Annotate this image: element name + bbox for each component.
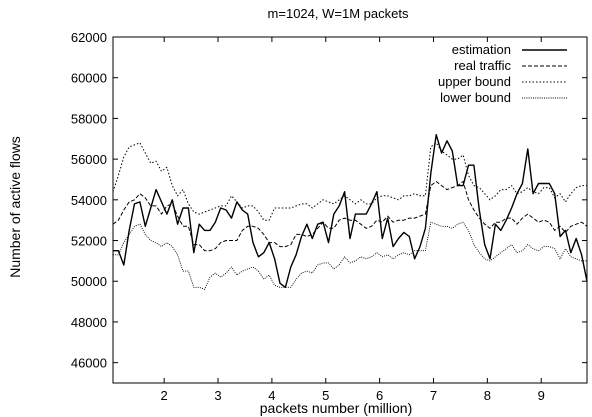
y-tick-label: 62000 <box>71 30 107 45</box>
chart-title: m=1024, W=1M packets <box>268 6 409 21</box>
x-tick-label: 2 <box>161 388 168 403</box>
y-tick-label: 48000 <box>71 315 107 330</box>
series-line-upper-bound <box>112 142 587 221</box>
legend-label: real traffic <box>454 58 511 73</box>
legend-label: lower bound <box>440 90 511 105</box>
series-line-estimation <box>113 133 588 288</box>
x-tick-label: 4 <box>268 388 275 403</box>
y-tick-label: 58000 <box>71 111 107 126</box>
y-axis-label: Number of active flows <box>7 136 23 278</box>
plot-frame <box>112 36 588 384</box>
x-tick-label: 9 <box>538 388 545 403</box>
x-tick-label: 3 <box>214 388 221 403</box>
plot-area: 46000 48000 50000 52000 54000 56000 58000 60000… <box>71 30 588 403</box>
y-tick-label: 56000 <box>71 152 107 167</box>
y-tick-label: 52000 <box>71 234 107 249</box>
legend-label: estimation <box>452 42 511 57</box>
y-tick-label: 60000 <box>71 71 107 86</box>
x-tick-label: 8 <box>484 388 491 403</box>
series-line-lower-bound <box>113 221 587 290</box>
x-axis-label: packets number (million) <box>260 400 413 416</box>
x-tick-label: 7 <box>430 388 437 403</box>
x-tick-label: 5 <box>322 388 329 403</box>
series-line-real-traffic <box>112 181 588 252</box>
y-tick-label: 50000 <box>71 274 107 289</box>
y-tick-label: 46000 <box>71 356 107 371</box>
y-tick-label: 54000 <box>71 193 107 208</box>
legend-label: upper bound <box>438 74 511 89</box>
x-tick-label: 6 <box>376 388 383 403</box>
